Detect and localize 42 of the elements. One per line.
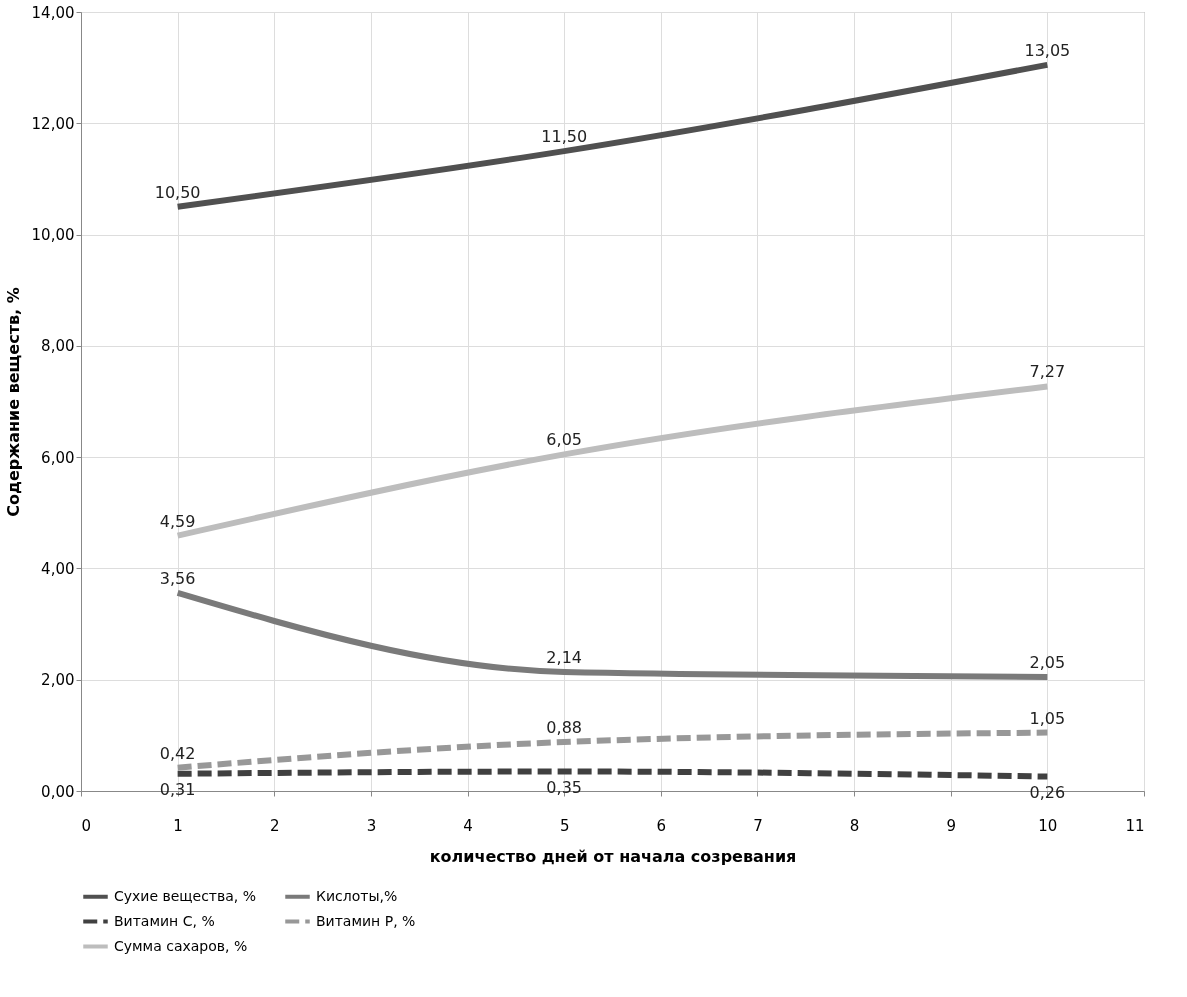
x-tick-label: 8 bbox=[849, 816, 860, 835]
data-label: 3,56 bbox=[159, 568, 196, 588]
x-tick-label: 2 bbox=[270, 816, 280, 835]
y-tick-label: 8,00 bbox=[41, 337, 75, 356]
data-label: 0,88 bbox=[546, 718, 582, 738]
data-label: 2,14 bbox=[546, 647, 582, 667]
legend-label: Кислоты,% bbox=[316, 887, 398, 904]
y-tick-label: 10,00 bbox=[31, 226, 75, 245]
y-tick-label: 0,00 bbox=[41, 782, 75, 801]
x-tick-label: 9 bbox=[946, 816, 956, 835]
x-tick-label: 7 bbox=[753, 816, 763, 835]
legend-label: Сухие вещества, % bbox=[114, 887, 257, 904]
y-axis-title: Содержание веществ, % bbox=[3, 287, 23, 517]
y-tick-label: 4,00 bbox=[41, 559, 75, 578]
data-label: 0,42 bbox=[159, 743, 196, 763]
y-tick-label: 12,00 bbox=[31, 114, 75, 133]
x-axis-title: количество дней от начала созревания bbox=[429, 846, 797, 866]
x-tick-label: 1 bbox=[173, 816, 183, 835]
legend-label: Витамин Р, % bbox=[316, 912, 416, 929]
data-label: 0,26 bbox=[1029, 782, 1066, 802]
data-label: 13,05 bbox=[1024, 40, 1071, 60]
x-tick-label: 0 bbox=[81, 816, 92, 835]
data-label: 2,05 bbox=[1029, 652, 1066, 672]
x-tick-label: 11 bbox=[1125, 816, 1145, 835]
y-tick-label: 14,00 bbox=[31, 3, 75, 22]
data-label: 6,05 bbox=[546, 430, 582, 450]
data-label: 0,35 bbox=[546, 777, 582, 797]
data-label: 4,59 bbox=[159, 511, 196, 531]
data-label: 0,31 bbox=[159, 779, 196, 799]
y-tick-label: 6,00 bbox=[41, 448, 75, 467]
x-tick-label: 10 bbox=[1038, 816, 1058, 835]
legend-label: Витамин С, % bbox=[114, 912, 215, 929]
x-tick-label: 4 bbox=[463, 816, 473, 835]
y-tick-label: 2,00 bbox=[41, 671, 75, 690]
x-tick-label: 5 bbox=[559, 816, 570, 835]
x-tick-label: 6 bbox=[656, 816, 667, 835]
legend-label: Сумма сахаров, % bbox=[114, 937, 248, 954]
data-label: 1,05 bbox=[1029, 708, 1066, 728]
data-label: 11,50 bbox=[541, 127, 588, 147]
x-tick-label: 3 bbox=[366, 816, 377, 835]
data-label: 10,50 bbox=[154, 182, 201, 202]
data-label: 7,27 bbox=[1029, 362, 1066, 382]
